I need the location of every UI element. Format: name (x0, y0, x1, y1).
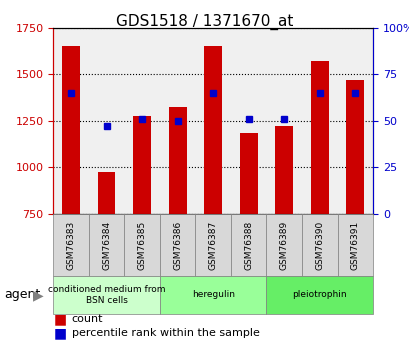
Text: GDS1518 / 1371670_at: GDS1518 / 1371670_at (116, 14, 293, 30)
Text: percentile rank within the sample: percentile rank within the sample (72, 328, 259, 338)
FancyBboxPatch shape (337, 214, 372, 276)
FancyBboxPatch shape (266, 214, 301, 276)
Text: GSM76389: GSM76389 (279, 220, 288, 269)
FancyBboxPatch shape (230, 214, 266, 276)
Text: ■: ■ (53, 312, 66, 326)
Text: GSM76387: GSM76387 (208, 220, 217, 269)
Text: ▶: ▶ (33, 288, 43, 302)
Text: GSM76386: GSM76386 (173, 220, 182, 269)
Text: heregulin: heregulin (191, 290, 234, 299)
Text: GSM76388: GSM76388 (244, 220, 253, 269)
Bar (239, 133, 257, 214)
Bar (62, 46, 80, 214)
Bar (133, 116, 151, 214)
Text: agent: agent (4, 288, 40, 302)
Bar (169, 107, 186, 214)
FancyBboxPatch shape (160, 214, 195, 276)
FancyBboxPatch shape (53, 276, 160, 314)
Bar (346, 80, 363, 214)
FancyBboxPatch shape (160, 276, 266, 314)
Bar (310, 61, 328, 214)
FancyBboxPatch shape (124, 214, 160, 276)
Text: conditioned medium from
BSN cells: conditioned medium from BSN cells (48, 285, 165, 305)
Text: count: count (72, 314, 103, 324)
Text: GSM76391: GSM76391 (350, 220, 359, 269)
Bar (97, 172, 115, 214)
FancyBboxPatch shape (195, 214, 230, 276)
Text: ■: ■ (53, 326, 66, 340)
Bar (204, 46, 222, 214)
Text: GSM76390: GSM76390 (315, 220, 324, 269)
FancyBboxPatch shape (266, 276, 372, 314)
Text: GSM76383: GSM76383 (66, 220, 75, 269)
FancyBboxPatch shape (301, 214, 337, 276)
Bar (275, 126, 292, 214)
Text: pleiotrophin: pleiotrophin (292, 290, 346, 299)
FancyBboxPatch shape (89, 214, 124, 276)
FancyBboxPatch shape (53, 214, 89, 276)
Text: GSM76385: GSM76385 (137, 220, 146, 269)
Text: GSM76384: GSM76384 (102, 220, 111, 269)
